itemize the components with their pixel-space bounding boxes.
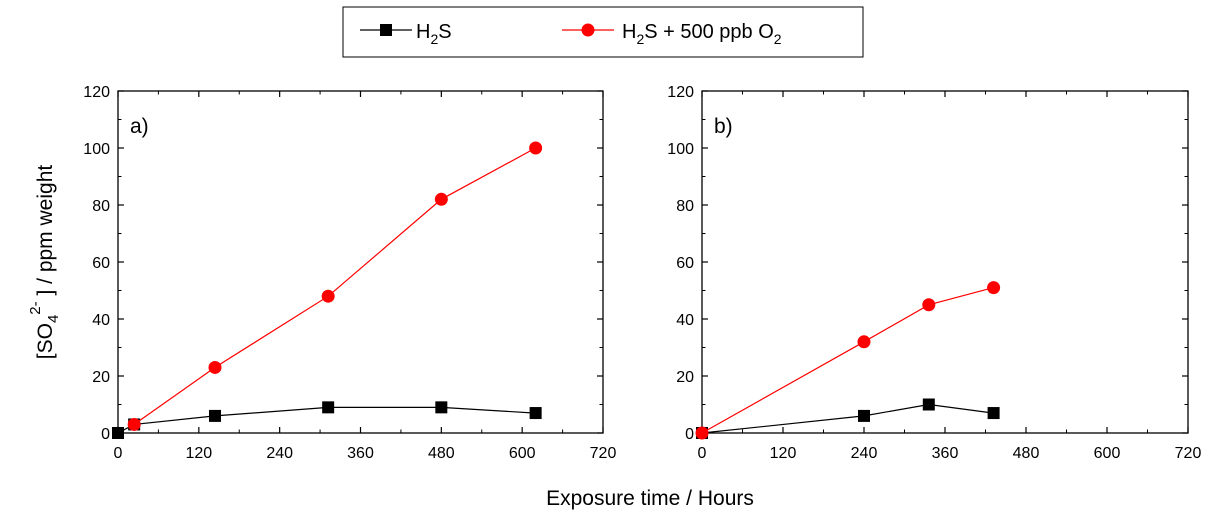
legend-entry-h2s: H2S xyxy=(360,21,452,47)
x-tick-label: 720 xyxy=(1175,445,1202,462)
y-tick-label: 120 xyxy=(667,84,694,101)
legend-marker-h2s xyxy=(380,24,392,36)
y-tick-label: 0 xyxy=(101,426,110,443)
data-point-h2s-o2 xyxy=(321,289,335,303)
x-tick-label: 600 xyxy=(509,445,536,462)
y-tick-label: 40 xyxy=(676,312,694,329)
legend-label-h2s-o2: H2S + 500 ppb O2 xyxy=(622,21,782,47)
data-point-h2s xyxy=(922,398,935,411)
data-point-h2s-o2 xyxy=(127,417,141,431)
data-point-h2s xyxy=(529,407,542,420)
data-point-h2s-o2 xyxy=(208,360,222,374)
data-point-h2s-o2 xyxy=(434,192,448,206)
x-tick-label: 720 xyxy=(590,445,617,462)
x-tick-label: 240 xyxy=(851,445,878,462)
y-tick-label: 0 xyxy=(685,426,694,443)
series-line-h2s-o2 xyxy=(133,147,536,425)
panel-b: 0 120 240 360 480 600 720 0 20 40 60 80 100 120 b) xyxy=(667,84,1201,462)
y-tick-label: 60 xyxy=(676,255,694,272)
data-point-h2s-o2 xyxy=(987,281,1001,295)
panel-a: 0 120 240 360 480 600 720 0 20 40 60 80 100 120 a) xyxy=(83,84,616,462)
x-tick-label: 120 xyxy=(185,445,212,462)
y-tick-label: 20 xyxy=(92,369,110,386)
x-tick-label: 0 xyxy=(114,445,123,462)
x-tick-label: 360 xyxy=(932,445,959,462)
data-point-h2s-o2 xyxy=(529,141,543,155)
legend-box xyxy=(342,6,864,58)
plot-frame xyxy=(117,90,604,434)
y-axis-title: [SO42- ] / ppm weight xyxy=(27,165,62,360)
data-point-h2s xyxy=(112,427,124,439)
x-tick-label: 480 xyxy=(428,445,455,462)
y-tick-label: 40 xyxy=(92,312,110,329)
panel-label: b) xyxy=(714,115,733,138)
legend: H2S H2S + 500 ppb O2 xyxy=(342,6,864,58)
data-point-h2s-o2 xyxy=(695,426,709,440)
x-tick-label: 360 xyxy=(347,445,374,462)
y-tick-label: 80 xyxy=(92,198,110,215)
data-point-h2s xyxy=(322,401,335,414)
x-tick-label: 120 xyxy=(770,445,797,462)
data-point-h2s xyxy=(435,401,448,414)
series-line-h2s-o2 xyxy=(701,287,994,434)
data-point-h2s xyxy=(987,407,1000,420)
x-tick-label: 0 xyxy=(698,445,707,462)
data-point-h2s xyxy=(858,409,870,422)
y-tick-label: 80 xyxy=(676,198,694,215)
x-tick-label: 240 xyxy=(266,445,293,462)
y-tick-label: 100 xyxy=(667,141,694,158)
legend-label-h2s: H2S xyxy=(416,21,452,47)
legend-marker-h2s-o2 xyxy=(581,23,595,37)
data-point-h2s-o2 xyxy=(922,298,936,312)
legend-entry-h2s-o2: H2S + 500 ppb O2 xyxy=(562,21,782,47)
y-tick-label: 20 xyxy=(676,369,694,386)
y-tick-label: 60 xyxy=(92,255,110,272)
data-point-h2s-o2 xyxy=(857,335,871,349)
series-line-h2s xyxy=(701,403,994,434)
y-tick-label: 120 xyxy=(83,84,110,101)
data-point-h2s xyxy=(209,409,221,422)
panel-label: a) xyxy=(130,115,149,138)
x-tick-label: 600 xyxy=(1094,445,1121,462)
plot-frame xyxy=(701,90,1189,434)
x-tick-label: 480 xyxy=(1013,445,1040,462)
y-tick-label: 100 xyxy=(83,141,110,158)
x-axis-title: Exposure time / Hours xyxy=(546,487,754,510)
